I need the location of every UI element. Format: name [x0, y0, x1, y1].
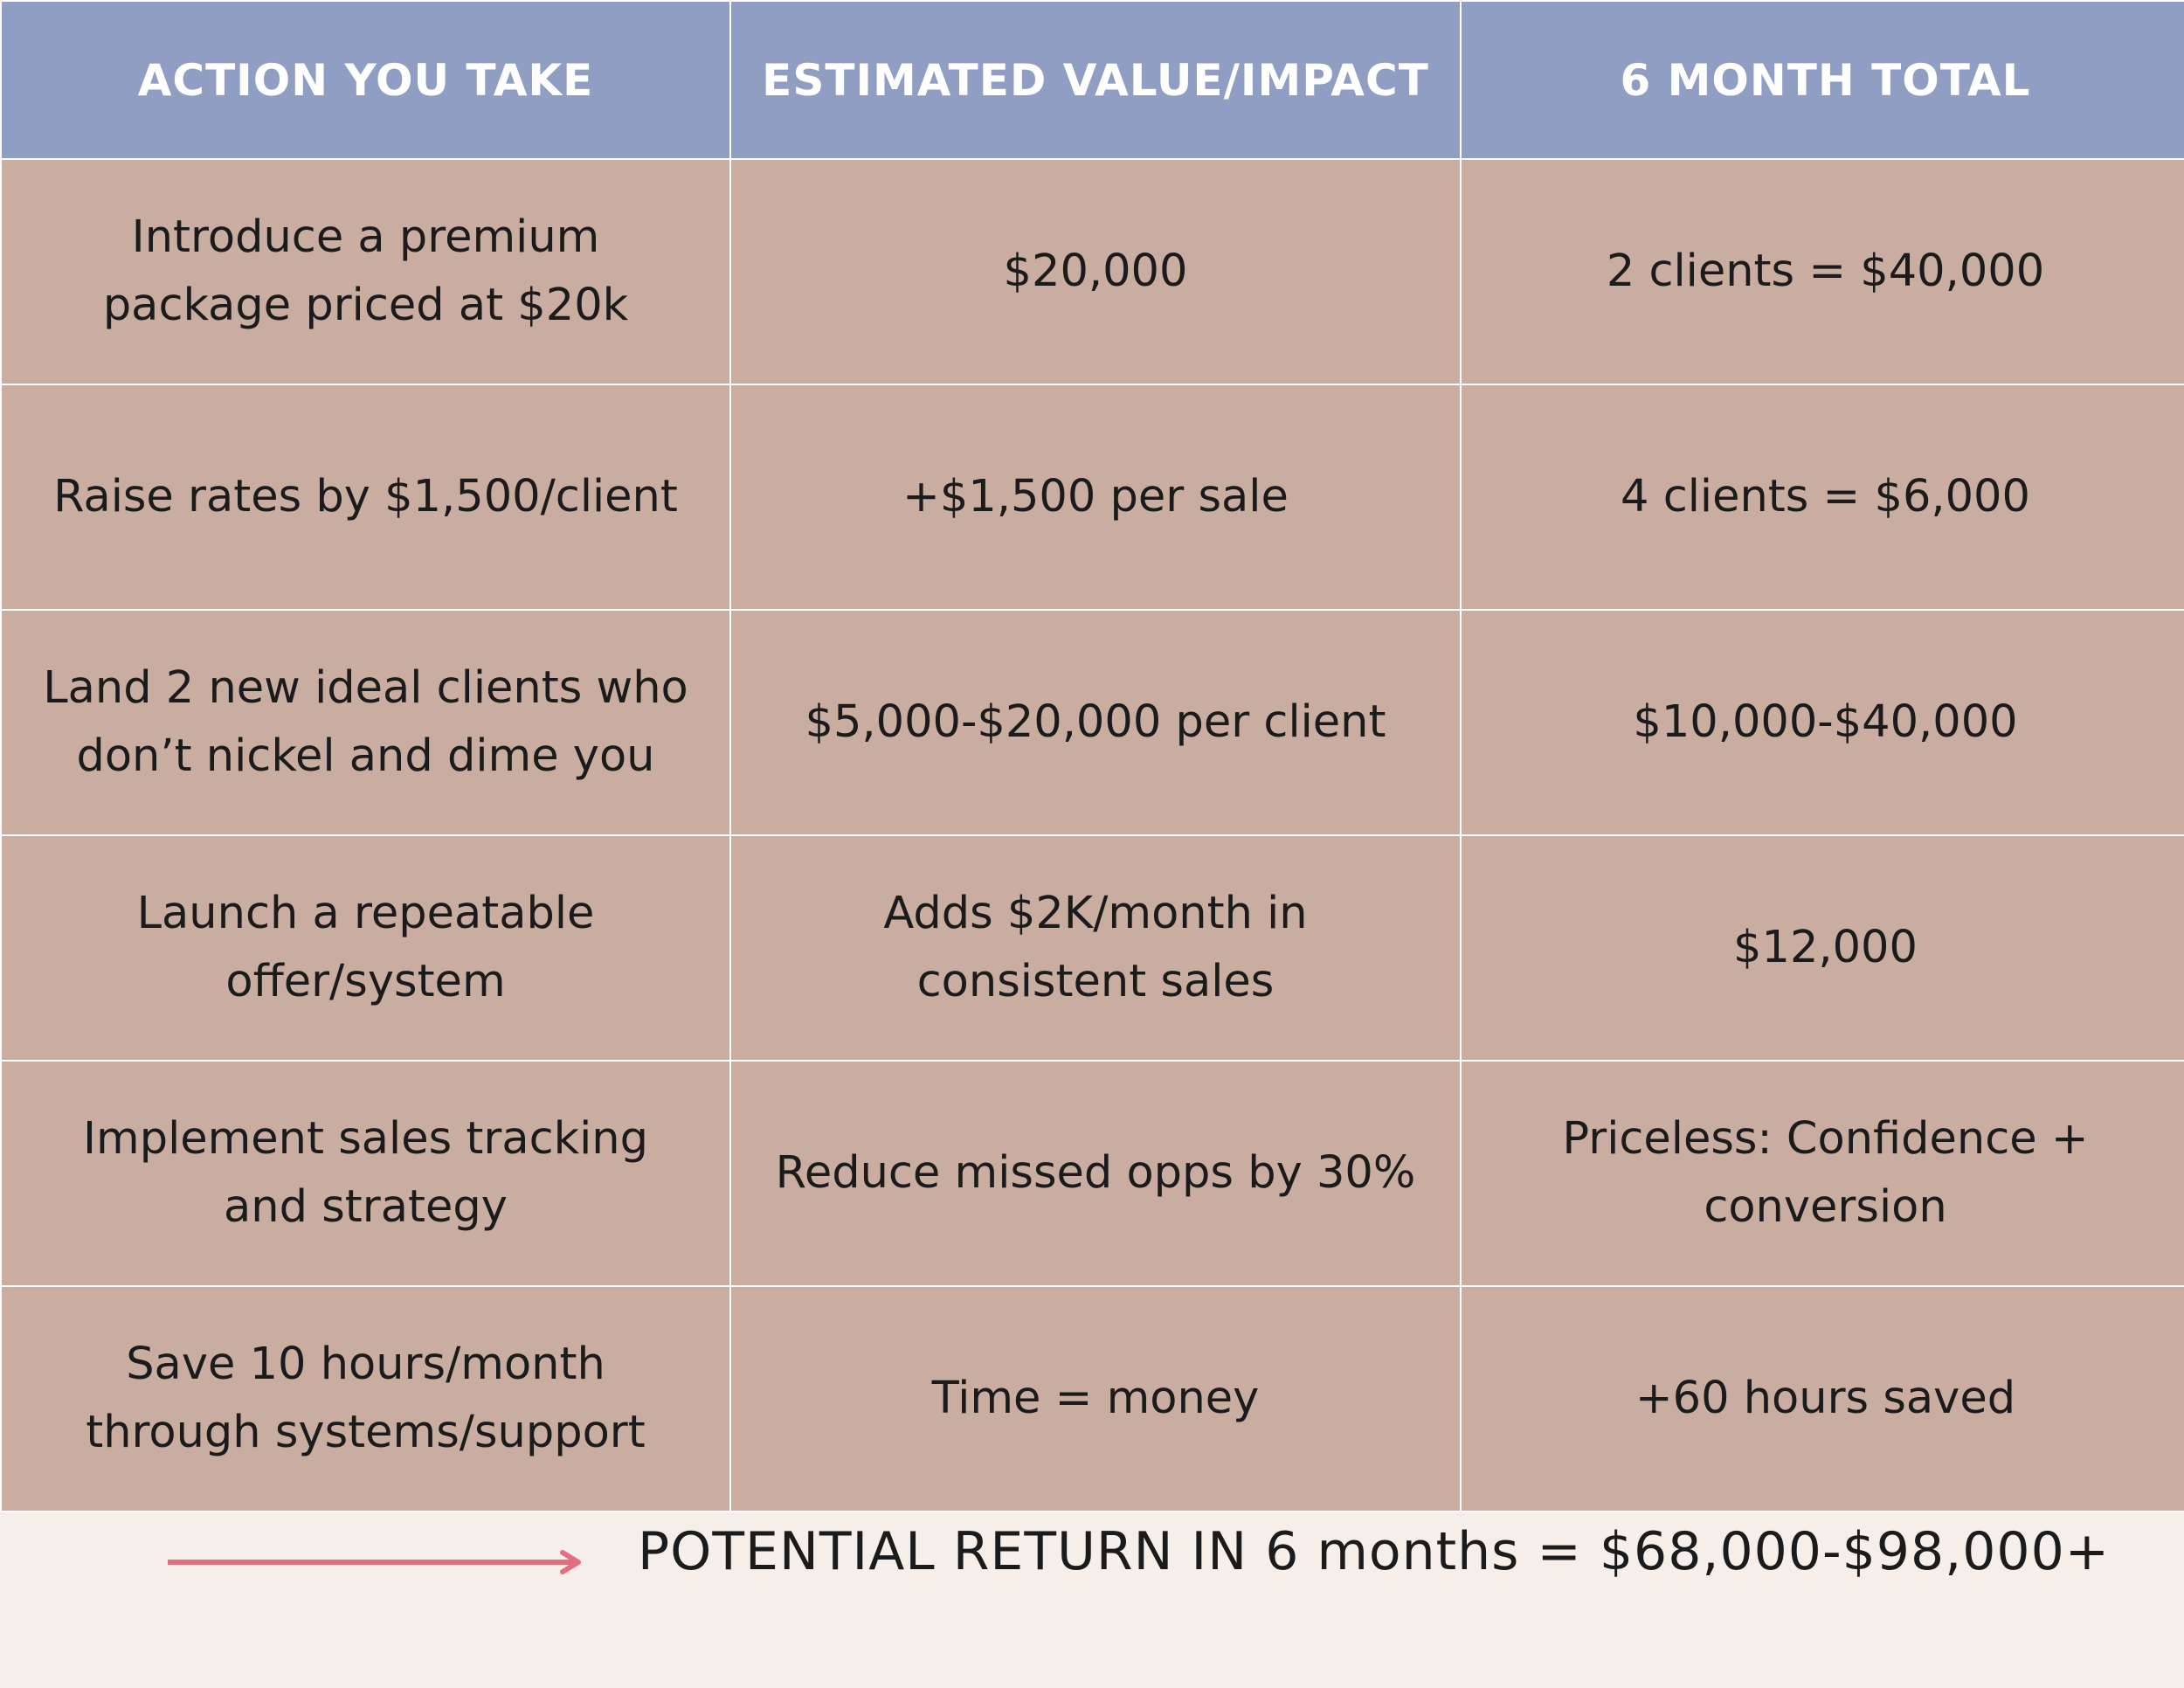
row-3-value: $5,000-$20,000 per client: [731, 611, 1460, 834]
right-arrow-icon: [168, 1550, 581, 1574]
header-action: ACTION YOU TAKE: [2, 2, 729, 158]
potential-return-summary: POTENTIAL RETURN IN 6 months = $68,000-$…: [638, 1521, 2111, 1582]
row-6-action: Save 10 hours/month through systems/supp…: [2, 1287, 729, 1511]
row-4-total: $12,000: [1462, 836, 2184, 1060]
row-1-action: Introduce a premium package priced at $2…: [2, 160, 729, 384]
summary-footer: POTENTIAL RETURN IN 6 months = $68,000-$…: [0, 1430, 2184, 1688]
row-5-total: Priceless: Confidence + conversion: [1462, 1062, 2184, 1285]
row-6-value: Time = money: [731, 1287, 1460, 1511]
row-3-total: $10,000-$40,000: [1462, 611, 2184, 834]
row-2-action: Raise rates by $1,500/client: [2, 385, 729, 609]
row-1-total: 2 clients = $40,000: [1462, 160, 2184, 384]
row-6-total: +60 hours saved: [1462, 1287, 2184, 1511]
row-4-action: Launch a repeatable offer/system: [2, 836, 729, 1060]
value-table: ACTION YOU TAKE ESTIMATED VALUE/IMPACT 6…: [0, 0, 2184, 1512]
header-estimated-value: ESTIMATED VALUE/IMPACT: [731, 2, 1460, 158]
row-1-value: $20,000: [731, 160, 1460, 384]
row-3-action: Land 2 new ideal clients who don’t nicke…: [2, 611, 729, 834]
row-5-action: Implement sales tracking and strategy: [2, 1062, 729, 1285]
header-six-month-total: 6 MONTH TOTAL: [1462, 2, 2184, 158]
row-4-value: Adds $2K/month in consistent sales: [731, 836, 1460, 1060]
row-2-value: +$1,500 per sale: [731, 385, 1460, 609]
row-2-total: 4 clients = $6,000: [1462, 385, 2184, 609]
row-5-value: Reduce missed opps by 30%: [731, 1062, 1460, 1285]
